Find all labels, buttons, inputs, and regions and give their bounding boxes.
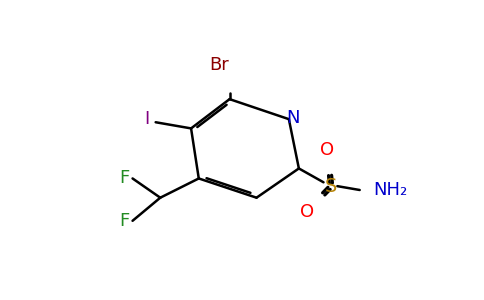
Text: F: F: [120, 212, 130, 230]
Text: S: S: [325, 177, 337, 196]
Text: I: I: [144, 110, 149, 128]
Text: O: O: [300, 202, 314, 220]
Text: Br: Br: [210, 56, 229, 74]
Text: O: O: [320, 141, 334, 159]
Text: F: F: [120, 169, 130, 188]
Text: NH₂: NH₂: [374, 181, 408, 199]
Text: N: N: [287, 109, 300, 127]
